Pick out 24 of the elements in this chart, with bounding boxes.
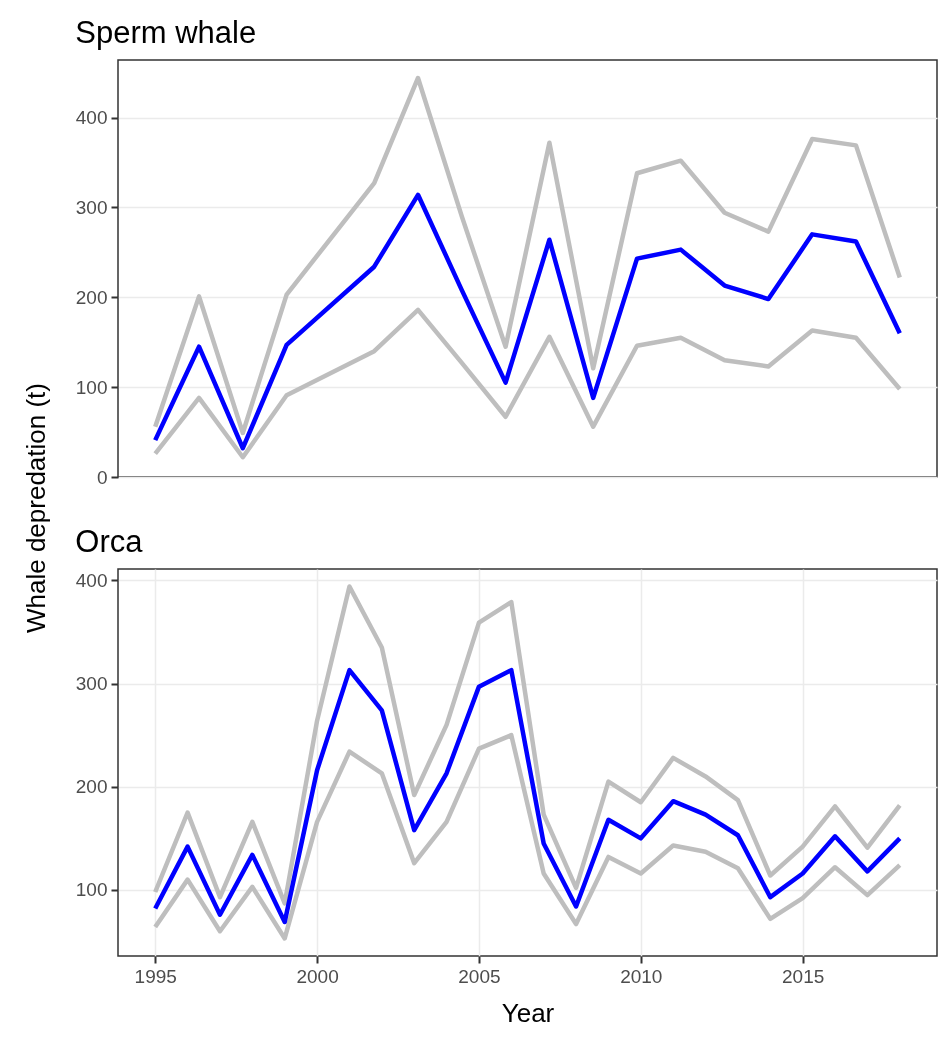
x-tick-label: 2000 [296,965,339,987]
line-series [152,307,903,460]
x-axis-title: Year [501,997,555,1028]
chart-title: Orca [75,524,144,559]
line-series [152,584,903,906]
line-series [152,192,903,451]
line-series [152,667,903,925]
y-tick-label: 400 [75,107,108,129]
x-tick-label: 2005 [458,965,501,987]
y-tick-label: 200 [75,776,108,798]
y-tick-label: 200 [75,286,108,308]
y-tick-label: 300 [75,673,108,695]
y-tick-label: 100 [75,376,108,398]
y-axis-title: Whale depredation (t) [20,382,52,634]
y-tick-label: 300 [75,196,108,218]
y-tick-label: 400 [75,569,108,591]
line-series [152,732,903,941]
y-tick-label: 0 [96,466,108,488]
line-series [152,75,903,436]
y-tick-label: 100 [75,879,108,901]
x-tick-label: 2010 [620,965,663,987]
x-tick-label: 1995 [134,965,177,987]
x-tick-label: 2015 [782,965,825,987]
chart-title: Sperm whale [75,15,257,50]
